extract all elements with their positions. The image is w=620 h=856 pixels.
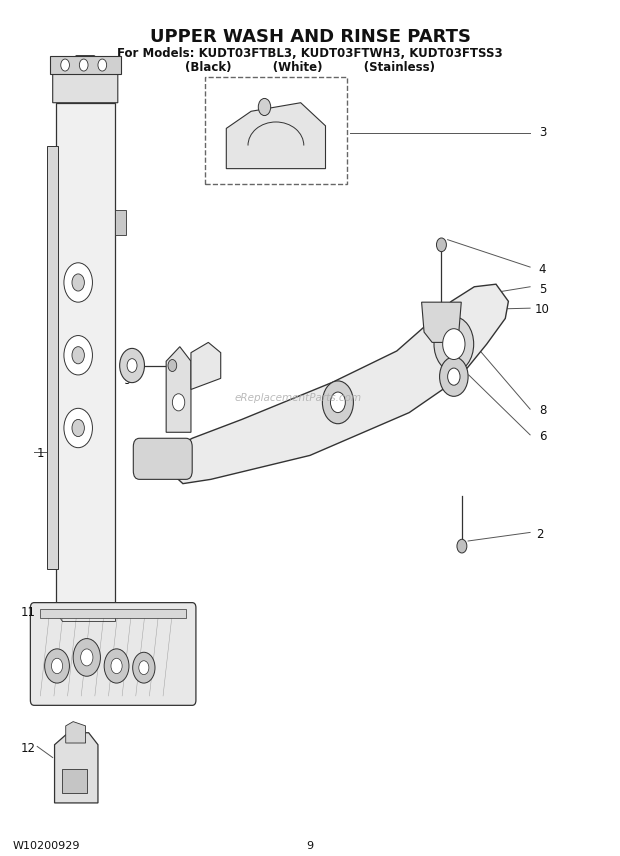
Polygon shape xyxy=(55,733,98,803)
Bar xyxy=(56,103,115,612)
Text: 1: 1 xyxy=(37,447,44,461)
Circle shape xyxy=(440,357,468,396)
Circle shape xyxy=(61,59,69,71)
Text: W10200929: W10200929 xyxy=(12,841,80,851)
Circle shape xyxy=(72,347,84,364)
Bar xyxy=(205,77,347,184)
Text: 9: 9 xyxy=(123,374,131,388)
Bar xyxy=(40,609,186,618)
Polygon shape xyxy=(422,302,461,342)
Circle shape xyxy=(45,649,69,683)
Polygon shape xyxy=(164,284,508,484)
Circle shape xyxy=(434,317,474,372)
Text: 12: 12 xyxy=(20,742,35,756)
Circle shape xyxy=(64,336,92,375)
Text: 3: 3 xyxy=(539,126,546,140)
Polygon shape xyxy=(56,612,115,621)
Text: 4: 4 xyxy=(539,263,546,276)
Circle shape xyxy=(111,658,122,674)
Circle shape xyxy=(81,649,93,666)
Bar xyxy=(50,56,121,74)
Polygon shape xyxy=(66,722,86,743)
Circle shape xyxy=(120,348,144,383)
Text: 2: 2 xyxy=(536,528,543,542)
Circle shape xyxy=(330,392,345,413)
Text: 7: 7 xyxy=(176,391,184,405)
Text: 5: 5 xyxy=(539,282,546,296)
Circle shape xyxy=(72,419,84,437)
Circle shape xyxy=(448,368,460,385)
Polygon shape xyxy=(166,347,191,432)
Bar xyxy=(62,769,87,793)
Circle shape xyxy=(64,408,92,448)
Circle shape xyxy=(457,539,467,553)
Circle shape xyxy=(172,394,185,411)
Circle shape xyxy=(322,381,353,424)
Circle shape xyxy=(51,658,63,674)
Circle shape xyxy=(73,639,100,676)
Polygon shape xyxy=(191,342,221,389)
Text: eReplacementParts.com: eReplacementParts.com xyxy=(234,393,361,403)
Circle shape xyxy=(436,238,446,252)
Text: (Black)          (White)          (Stainless): (Black) (White) (Stainless) xyxy=(185,61,435,74)
FancyBboxPatch shape xyxy=(133,438,192,479)
Text: 8: 8 xyxy=(539,404,546,418)
Text: 6: 6 xyxy=(539,430,546,443)
Circle shape xyxy=(443,329,465,360)
Circle shape xyxy=(79,59,88,71)
Circle shape xyxy=(133,652,155,683)
Text: For Models: KUDT03FTBL3, KUDT03FTWH3, KUDT03FTSS3: For Models: KUDT03FTBL3, KUDT03FTWH3, KU… xyxy=(117,46,503,60)
Text: 10: 10 xyxy=(535,303,550,317)
FancyBboxPatch shape xyxy=(30,603,196,705)
Circle shape xyxy=(104,649,129,683)
Circle shape xyxy=(72,274,84,291)
Circle shape xyxy=(98,59,107,71)
Circle shape xyxy=(139,661,149,675)
Circle shape xyxy=(168,360,177,372)
Polygon shape xyxy=(53,56,118,103)
Polygon shape xyxy=(226,103,326,169)
Circle shape xyxy=(64,263,92,302)
Circle shape xyxy=(127,359,137,372)
Text: 11: 11 xyxy=(20,605,35,619)
Text: UPPER WASH AND RINSE PARTS: UPPER WASH AND RINSE PARTS xyxy=(149,27,471,46)
Bar xyxy=(115,210,126,235)
Circle shape xyxy=(259,98,271,116)
Text: 9: 9 xyxy=(306,841,314,851)
Bar xyxy=(46,146,58,569)
